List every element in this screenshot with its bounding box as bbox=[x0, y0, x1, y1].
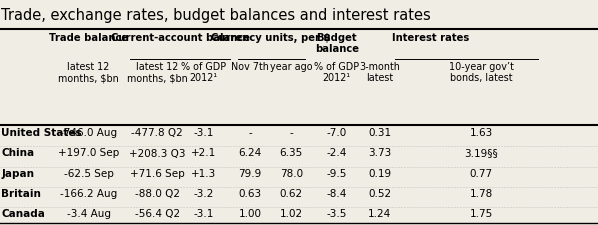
Text: 0.77: 0.77 bbox=[470, 169, 493, 179]
Text: +1.3: +1.3 bbox=[191, 169, 216, 179]
Text: +71.6 Sep: +71.6 Sep bbox=[130, 169, 185, 179]
Text: -: - bbox=[289, 128, 293, 138]
Text: 0.19: 0.19 bbox=[368, 169, 391, 179]
Text: 3.19§§: 3.19§§ bbox=[465, 148, 498, 158]
Text: latest 12
months, $bn: latest 12 months, $bn bbox=[127, 62, 188, 83]
Text: Currency units, per $: Currency units, per $ bbox=[210, 33, 330, 43]
Text: -: - bbox=[248, 128, 252, 138]
Text: -3.1: -3.1 bbox=[193, 209, 213, 219]
Text: +208.3 Q3: +208.3 Q3 bbox=[129, 148, 185, 158]
Text: 79.9: 79.9 bbox=[239, 169, 261, 179]
Text: -3.2: -3.2 bbox=[193, 189, 213, 199]
Text: 78.0: 78.0 bbox=[280, 169, 303, 179]
Text: -88.0 Q2: -88.0 Q2 bbox=[135, 189, 180, 199]
Text: Canada: Canada bbox=[1, 209, 45, 219]
Text: +2.1: +2.1 bbox=[191, 148, 216, 158]
Text: year ago: year ago bbox=[270, 62, 313, 72]
Text: -2.4: -2.4 bbox=[327, 148, 347, 158]
Text: -56.4 Q2: -56.4 Q2 bbox=[135, 209, 180, 219]
Text: 10-year gov’t
bonds, latest: 10-year gov’t bonds, latest bbox=[449, 62, 514, 83]
Text: -3.5: -3.5 bbox=[327, 209, 347, 219]
Text: Interest rates: Interest rates bbox=[392, 33, 469, 43]
Text: +197.0 Sep: +197.0 Sep bbox=[58, 148, 119, 158]
Text: 1.24: 1.24 bbox=[368, 209, 391, 219]
Text: -166.2 Aug: -166.2 Aug bbox=[60, 189, 117, 199]
Text: Trade balance: Trade balance bbox=[49, 33, 128, 43]
Text: 6.35: 6.35 bbox=[280, 148, 303, 158]
Text: 0.52: 0.52 bbox=[368, 189, 391, 199]
Text: Budget
balance: Budget balance bbox=[315, 33, 359, 54]
Text: Britain: Britain bbox=[1, 189, 41, 199]
Text: 1.02: 1.02 bbox=[280, 209, 303, 219]
Text: Trade, exchange rates, budget balances and interest rates: Trade, exchange rates, budget balances a… bbox=[1, 8, 431, 23]
Text: latest 12
months, $bn: latest 12 months, $bn bbox=[58, 62, 119, 83]
Text: -746.0 Aug: -746.0 Aug bbox=[60, 128, 117, 138]
Text: % of GDP
2012¹: % of GDP 2012¹ bbox=[181, 62, 226, 83]
Text: China: China bbox=[1, 148, 34, 158]
Text: 0.62: 0.62 bbox=[280, 189, 303, 199]
Text: Japan: Japan bbox=[1, 169, 34, 179]
Text: -7.0: -7.0 bbox=[327, 128, 347, 138]
Text: -8.4: -8.4 bbox=[327, 189, 347, 199]
Text: 3.73: 3.73 bbox=[368, 148, 391, 158]
Text: 0.63: 0.63 bbox=[239, 189, 261, 199]
Text: 6.24: 6.24 bbox=[239, 148, 261, 158]
Text: -9.5: -9.5 bbox=[327, 169, 347, 179]
Text: -3.1: -3.1 bbox=[193, 128, 213, 138]
Text: 1.00: 1.00 bbox=[239, 209, 261, 219]
Text: % of GDP
2012¹: % of GDP 2012¹ bbox=[314, 62, 359, 83]
Text: Current-account balance: Current-account balance bbox=[111, 33, 250, 43]
Text: United States: United States bbox=[1, 128, 82, 138]
Text: 1.75: 1.75 bbox=[470, 209, 493, 219]
Text: 0.31: 0.31 bbox=[368, 128, 391, 138]
Text: 1.78: 1.78 bbox=[470, 189, 493, 199]
Text: Nov 7th: Nov 7th bbox=[231, 62, 269, 72]
Text: -3.4 Aug: -3.4 Aug bbox=[66, 209, 111, 219]
Text: -62.5 Sep: -62.5 Sep bbox=[63, 169, 114, 179]
Text: -477.8 Q2: -477.8 Q2 bbox=[132, 128, 183, 138]
Text: 1.63: 1.63 bbox=[470, 128, 493, 138]
Text: 3-month
latest: 3-month latest bbox=[359, 62, 400, 83]
